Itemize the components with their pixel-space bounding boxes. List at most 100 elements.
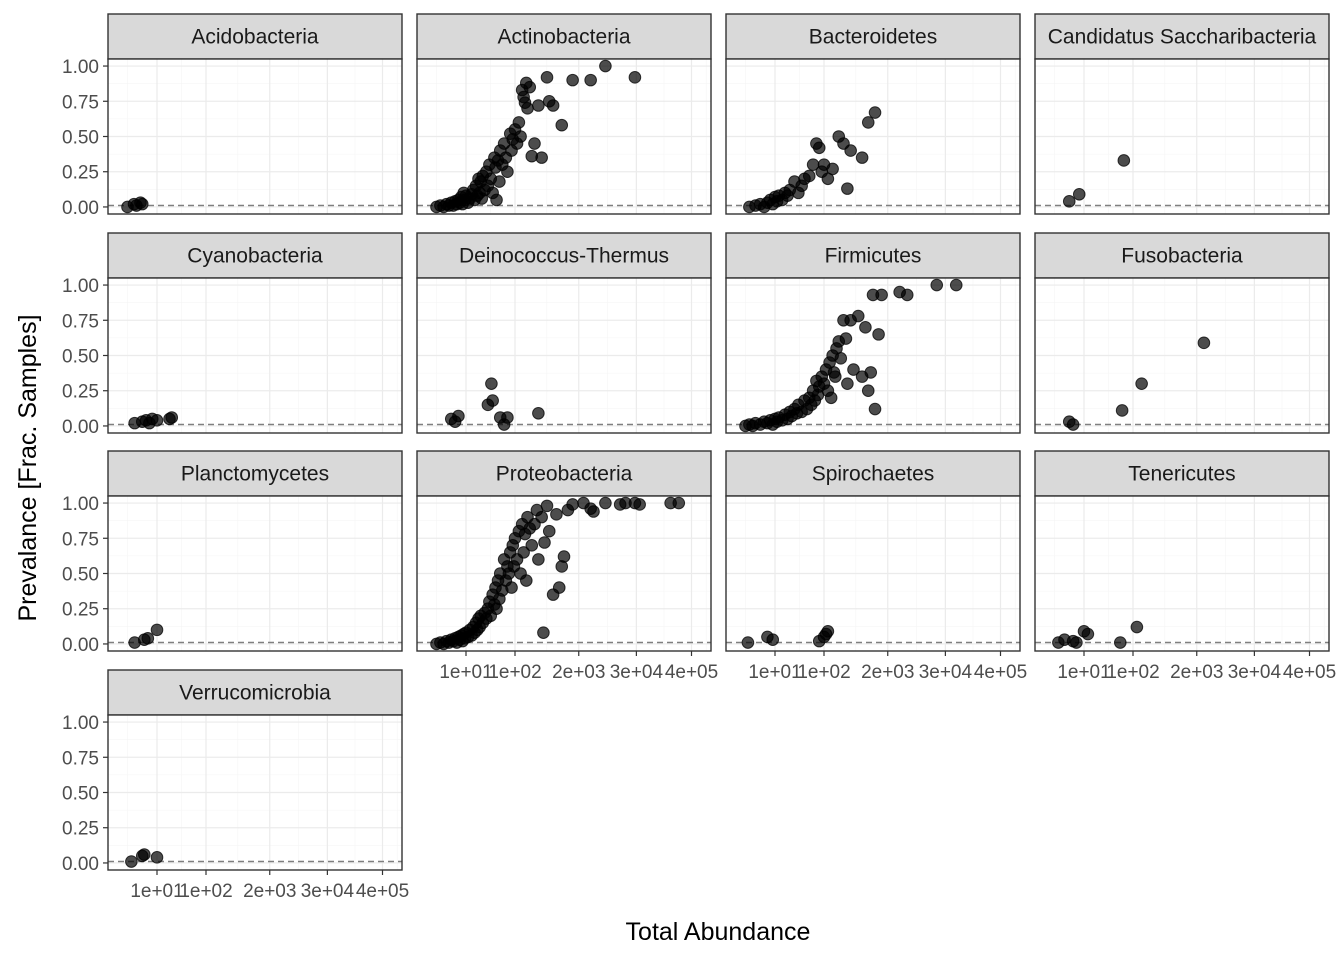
x-tick-label: 1e+02 [179,881,232,902]
x-tick-label: 1e+01 [130,881,183,902]
x-tick-label: 1e+01 [748,662,801,683]
data-point [1072,187,1086,201]
data-point [125,855,138,868]
data-point [851,309,865,323]
data-point [1062,195,1076,208]
x-axis-title: Total Abundance [626,918,811,946]
facet-title: Spirochaetes [812,463,935,486]
panel-border [725,495,1021,652]
y-axis-title: Prevalance [Frac. Samples] [14,314,42,621]
panel-plot-area [417,278,711,433]
x-tick-label: 4e+05 [974,662,1027,683]
x-tick-label: 3e+04 [1228,662,1282,683]
panel-border [1034,495,1330,652]
data-point [1115,404,1129,417]
facet-strip [1034,232,1330,279]
data-point [812,141,826,155]
y-tick-label: 0.75 [62,748,99,769]
facet-strip [107,669,403,716]
data-point [150,414,164,427]
data-point [868,402,882,416]
data-point [525,539,539,552]
data-point [628,71,642,84]
data-point [546,99,560,112]
facet-fusobacteria: Fusobacteria [1034,232,1330,434]
panel-border [725,277,1021,434]
y-tick-label: 0.00 [62,635,99,656]
panel-plot-area [726,278,1020,433]
data-point [566,73,579,87]
y-tick-label: 0.25 [62,819,99,840]
data-point [540,499,554,513]
data-point [855,151,869,164]
data-point [141,632,155,645]
data-point [532,99,545,112]
data-point [150,851,164,864]
y-tick-label: 0.75 [62,529,99,550]
x-tick-label: 1e+02 [1106,662,1159,683]
y-tick-label: 1.00 [62,276,99,297]
data-point [501,165,514,179]
y-tick-label: 0.25 [62,163,99,184]
panel-plot-area [108,715,402,870]
data-point [512,116,526,129]
facet-panels: Acidobacteria Actinobacteria Bacteroidetes… [107,13,1330,871]
y-tick-label: 0.00 [62,854,99,875]
data-point [844,144,857,157]
data-point [540,71,554,84]
facet-title: Actinobacteria [497,26,630,49]
data-point [1135,377,1148,390]
panel-border [416,495,712,652]
data-point [864,366,878,379]
data-point [841,377,854,390]
y-axis: 0.00 0.25 0.50 0.75 1.00 [62,494,108,656]
x-tick-label: 2e+03 [1170,662,1223,683]
data-point [599,59,612,73]
y-axis: 0.00 0.25 0.50 0.75 1.00 [62,713,108,875]
data-point [452,409,465,423]
facet-actinobacteria: Actinobacteria [416,13,712,215]
facet-title: Verrucomicrobia [179,682,331,705]
data-point [137,848,151,861]
y-tick-label: 0.75 [62,311,99,332]
x-tick-label: 2e+03 [552,662,605,683]
data-point [834,352,848,365]
x-tick-label: 3e+04 [610,662,664,683]
data-point [165,411,179,424]
data-point [841,182,854,195]
data-point [532,406,545,420]
panel-plot-area [1035,278,1329,433]
facet-title: Fusobacteria [1121,245,1243,268]
panel-plot-area [108,59,402,214]
data-point [535,510,548,524]
x-tick-label: 1e+01 [1057,662,1110,683]
data-point [949,278,963,292]
data-point [900,288,914,302]
facet-title: Acidobacteria [191,26,319,49]
data-point [861,384,875,398]
data-point [542,524,556,538]
data-point [566,498,579,511]
facet-title: Cyanobacteria [187,245,323,268]
data-point [741,636,755,649]
x-tick-label: 4e+05 [1283,662,1336,683]
data-point [517,546,530,559]
panel-plot-area [726,59,1020,214]
x-tick-label: 2e+03 [243,881,296,902]
y-tick-label: 0.75 [62,92,99,113]
y-axes: 0.00 0.25 0.50 0.75 1.00 0.00 0.25 0.50 0.75 1.00… [62,57,108,875]
y-axis: 0.00 0.25 0.50 0.75 1.00 [62,276,108,438]
data-point [1066,418,1080,431]
data-point [519,574,533,587]
panel-border [1034,58,1330,215]
panel-plot-area [1035,59,1329,214]
data-point [486,394,499,407]
y-tick-label: 0.00 [62,417,99,438]
data-point [555,118,569,132]
data-point [861,116,875,129]
panel-plot-area [108,278,402,433]
data-point [532,553,545,566]
